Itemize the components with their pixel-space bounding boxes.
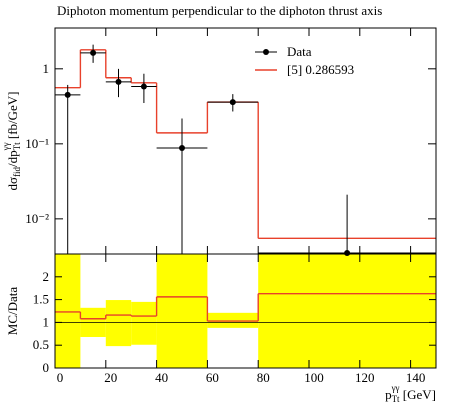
x-tick-label: 0 — [57, 370, 64, 385]
y-tick-label: 2 — [43, 269, 50, 284]
ratio-frame — [54, 253, 437, 369]
uncertainty-band — [131, 301, 157, 345]
y-tick-label: 0.5 — [33, 337, 49, 352]
x-label-part: [GeV] — [400, 387, 436, 402]
x-label-part: γγ — [391, 383, 400, 393]
x-tick-label: 80 — [257, 370, 270, 385]
x-label-part: p — [385, 387, 392, 402]
x-axis-label: pTtγγ [GeV] — [385, 383, 436, 404]
legend-label: [5] 0.286593 — [287, 62, 354, 77]
legend-data-marker — [263, 49, 269, 55]
y-label-part: fid — [12, 166, 22, 176]
uncertainty-band — [105, 300, 132, 347]
x-tick-label: 20 — [104, 370, 117, 385]
y-tick-label: 0 — [43, 360, 50, 375]
ratio-axis-label: MC/Data — [5, 287, 20, 336]
legend-label: Data — [287, 44, 312, 59]
data-point — [229, 99, 236, 106]
y-tick-label: 1 — [43, 314, 50, 329]
x-tick-label: 40 — [155, 370, 168, 385]
data-point — [64, 91, 71, 98]
y-tick-label: 10⁻¹ — [25, 136, 49, 151]
y-label-part: [fb/GeV] — [5, 91, 20, 142]
data-point — [344, 250, 351, 257]
y-label-part: γγ — [1, 142, 11, 151]
y-tick-label: 1 — [43, 61, 50, 76]
y-label-part: dσ — [5, 177, 20, 191]
y-tick-label: 1.5 — [33, 292, 49, 307]
x-tick-label: 60 — [206, 370, 219, 385]
x-tick-label: 120 — [355, 370, 375, 385]
data-point — [90, 49, 97, 56]
x-label-part: Tt — [392, 394, 400, 404]
main-frame — [54, 27, 437, 255]
chart-title: Diphoton momentum perpendicular to the d… — [57, 3, 382, 18]
y-label-part: Tt — [12, 142, 22, 150]
uncertainty-band — [55, 254, 81, 368]
uncertainty-band — [156, 254, 208, 368]
data-point — [179, 144, 185, 151]
x-tick-label: 100 — [304, 370, 324, 385]
y-label-part: /dp — [5, 150, 20, 167]
uncertainty-band — [258, 254, 436, 368]
y-tick-label: 10⁻² — [25, 211, 49, 226]
y-axis-label: dσfid/dpTtγγ [fb/GeV] — [1, 91, 22, 190]
data-point — [140, 83, 147, 90]
data-point — [115, 78, 122, 85]
x-tick-label: 140 — [406, 370, 426, 385]
